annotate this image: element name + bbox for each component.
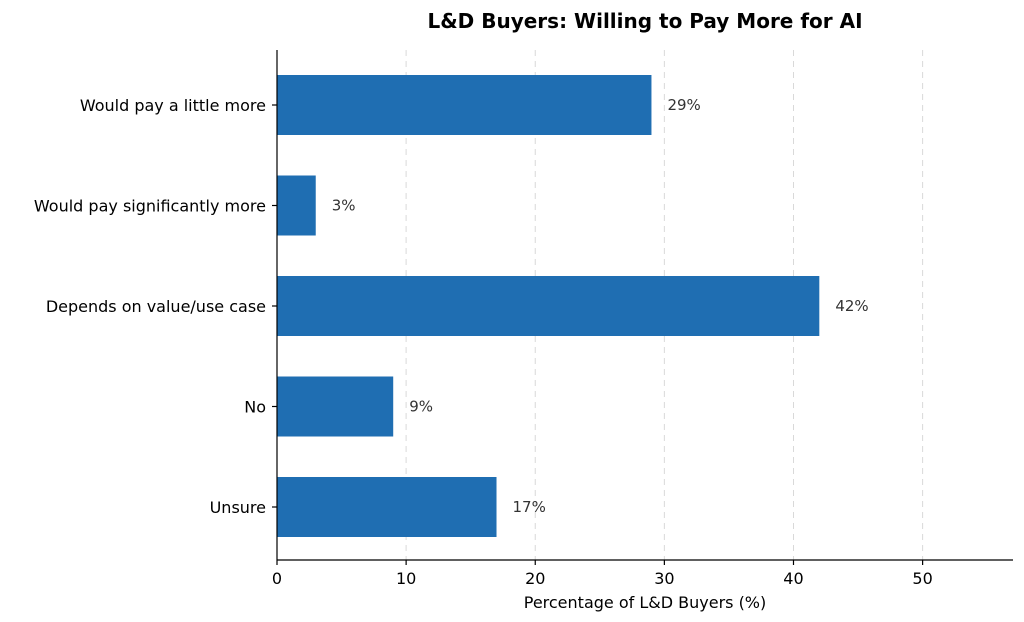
x-axis-title: Percentage of L&D Buyers (%) bbox=[524, 593, 767, 612]
bar bbox=[277, 75, 652, 135]
value-label: 3% bbox=[332, 197, 356, 215]
value-labels: 29% 3% 42% 9% 17% bbox=[332, 96, 869, 516]
bars bbox=[277, 75, 820, 537]
bar bbox=[277, 376, 394, 437]
x-tick-label: 50 bbox=[912, 569, 932, 588]
bar bbox=[277, 477, 497, 537]
value-label: 29% bbox=[667, 96, 700, 114]
x-ticks: 0 10 20 30 40 50 bbox=[272, 104, 933, 588]
category-label: No bbox=[244, 398, 266, 417]
bar bbox=[277, 175, 316, 236]
x-tick-label: 0 bbox=[272, 569, 282, 588]
category-label: Unsure bbox=[210, 498, 266, 517]
x-tick-label: 10 bbox=[396, 569, 416, 588]
x-tick-label: 30 bbox=[654, 569, 674, 588]
x-tick-label: 20 bbox=[525, 569, 545, 588]
chart-title: L&D Buyers: Willing to Pay More for AI bbox=[427, 9, 862, 33]
value-label: 17% bbox=[513, 498, 546, 516]
value-label: 42% bbox=[835, 297, 868, 315]
category-label: Depends on value/use case bbox=[46, 297, 266, 316]
x-tick-label: 40 bbox=[783, 569, 803, 588]
category-label: Would pay a little more bbox=[80, 96, 266, 115]
bar bbox=[277, 276, 820, 336]
category-label: Would pay significantly more bbox=[34, 197, 266, 216]
value-label: 9% bbox=[409, 398, 433, 416]
category-labels: Would pay a little more Would pay signifi… bbox=[34, 96, 266, 517]
